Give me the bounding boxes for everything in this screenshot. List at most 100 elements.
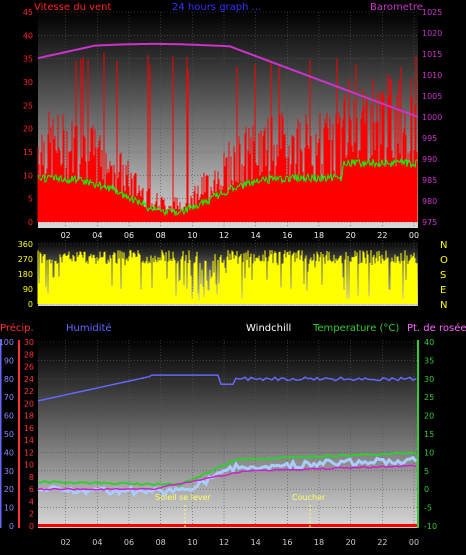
temp-tick-label: 10 <box>424 448 434 457</box>
x-tick-label: 06 <box>124 231 134 240</box>
wind-tick-label: 10 <box>23 171 33 180</box>
wind-direction-series <box>37 250 418 304</box>
x-tick-label: 02 <box>61 231 71 240</box>
wind-axis-ticks: 45 40 35 30 25 20 15 10 5 0 <box>23 8 33 227</box>
x-tick-label: 22 <box>377 538 387 547</box>
humidity-tick-label: 90 <box>4 356 14 365</box>
x-tick-label: 08 <box>156 231 166 240</box>
temp-tick-label: 5 <box>424 467 429 476</box>
humidity-tick-label: 40 <box>4 448 14 457</box>
x-tick-label: 14 <box>251 231 261 240</box>
compass-label: N <box>440 300 447 311</box>
x-tick-label: 14 <box>251 231 261 240</box>
x-tick-label: 20 <box>346 231 356 240</box>
precipitation-bar <box>38 524 418 527</box>
humidity-tick-label: 80 <box>4 375 14 384</box>
wind-tick-label: 20 <box>23 125 33 134</box>
baro-tick-label: 1000 <box>422 113 442 122</box>
baro-tick-label: 980 <box>422 197 437 206</box>
temp-tick-label: 20 <box>424 412 434 421</box>
direction-tick-label: 0 <box>28 300 33 309</box>
x-tick-label: 08 <box>156 231 166 240</box>
humidity-series <box>37 374 417 402</box>
wind-speed-title: Vitesse du vent <box>34 2 111 13</box>
panel3-x-ticks: 02 04 06 08 10 12 14 16 18 20 22 00 <box>61 538 420 547</box>
precip-tick-label: 26 <box>24 363 34 372</box>
x-tick-label: 10 <box>187 231 197 240</box>
compass-label: E <box>440 285 446 296</box>
precip-tick-label: 0 <box>29 522 34 531</box>
x-tick-label: 06 <box>124 538 134 547</box>
direction-tick-label: 360 <box>18 240 33 249</box>
precip-tick-label: 18 <box>24 412 34 421</box>
x-tick-label: 20 <box>346 538 356 547</box>
sunrise-label: Soleil se lever <box>155 493 212 502</box>
x-tick-label: 16 <box>282 231 292 240</box>
precip-tick-label: 14 <box>24 436 34 445</box>
humidity-tick-label: 30 <box>4 467 14 476</box>
direction-tick-label: 180 <box>18 270 33 279</box>
humidity-title: Humidité <box>66 322 112 334</box>
barometer-axis-ticks: 1025 1020 1015 1010 1005 1000 995 990 985 980 975 <box>422 8 442 227</box>
x-tick-label: 16 <box>282 538 292 547</box>
x-tick-label: 14 <box>251 538 261 547</box>
temp-tick-label: 15 <box>424 430 434 439</box>
humidity-tick-label: 0 <box>9 522 14 531</box>
precip-tick-label: 12 <box>24 448 34 457</box>
humidity-tick-label: 20 <box>4 485 14 494</box>
precip-tick-label: 6 <box>29 485 34 494</box>
humidity-tick-label: 100 <box>0 338 14 347</box>
wind-tick-label: 0 <box>28 218 33 227</box>
wind-tick-label: 15 <box>23 148 33 157</box>
x-tick-label: 20 <box>346 231 356 240</box>
wind-tick-label: 30 <box>23 78 33 87</box>
direction-tick-label: 90 <box>23 285 33 294</box>
x-tick-label: 16 <box>282 231 292 240</box>
precip-tick-label: 2 <box>29 510 34 519</box>
x-tick-label: 12 <box>219 231 229 240</box>
x-tick-label: 04 <box>92 538 102 547</box>
precip-tick-label: 16 <box>24 424 34 433</box>
direction-axis-ticks: 360 270 180 90 0 <box>18 240 33 309</box>
graph-title: 24 hours graph ... <box>172 2 261 13</box>
x-tick-label: 10 <box>187 538 197 547</box>
dewpoint-series <box>37 464 417 491</box>
barometer-title: Barometre <box>370 2 423 13</box>
precip-tick-label: 8 <box>29 473 34 482</box>
dewpoint-title: Pt. de rosée <box>407 322 466 334</box>
precip-tick-label: 22 <box>24 387 34 396</box>
baro-tick-label: 975 <box>422 218 437 227</box>
temp-tick-label: 0 <box>424 485 429 494</box>
direction-tick-label: 270 <box>18 255 33 264</box>
sunset-label: Coucher <box>292 493 326 502</box>
temp-tick-label: 35 <box>424 356 434 365</box>
baro-tick-label: 995 <box>422 134 437 143</box>
precip-tick-label: 20 <box>24 399 34 408</box>
x-tick-label: 02 <box>61 231 71 240</box>
x-tick-label: 00 <box>409 538 419 547</box>
x-tick-label: 10 <box>187 231 197 240</box>
temperature-series <box>37 451 417 487</box>
precip-tick-label: 24 <box>24 375 34 384</box>
humidity-tick-label: 10 <box>4 504 14 513</box>
temperature-title: Temperature (°C) <box>312 323 399 334</box>
precip-tick-label: 10 <box>24 461 34 470</box>
baro-tick-label: 1025 <box>422 8 442 17</box>
temp-tick-label: -10 <box>424 522 437 531</box>
temp-tick-label: 40 <box>424 338 434 347</box>
x-tick-label: 18 <box>314 231 324 240</box>
compass-label: O <box>440 255 448 266</box>
temp-tick-label: 25 <box>424 393 434 402</box>
x-tick-label: 08 <box>156 538 166 547</box>
wind-average-line <box>37 157 418 217</box>
temperature-axis-ticks: 40 35 30 25 20 15 10 5 0 -5 -10 <box>424 338 437 531</box>
humidity-tick-label: 70 <box>4 393 14 402</box>
x-tick-label: 00 <box>409 231 419 240</box>
precip-tick-label: 28 <box>24 350 34 359</box>
